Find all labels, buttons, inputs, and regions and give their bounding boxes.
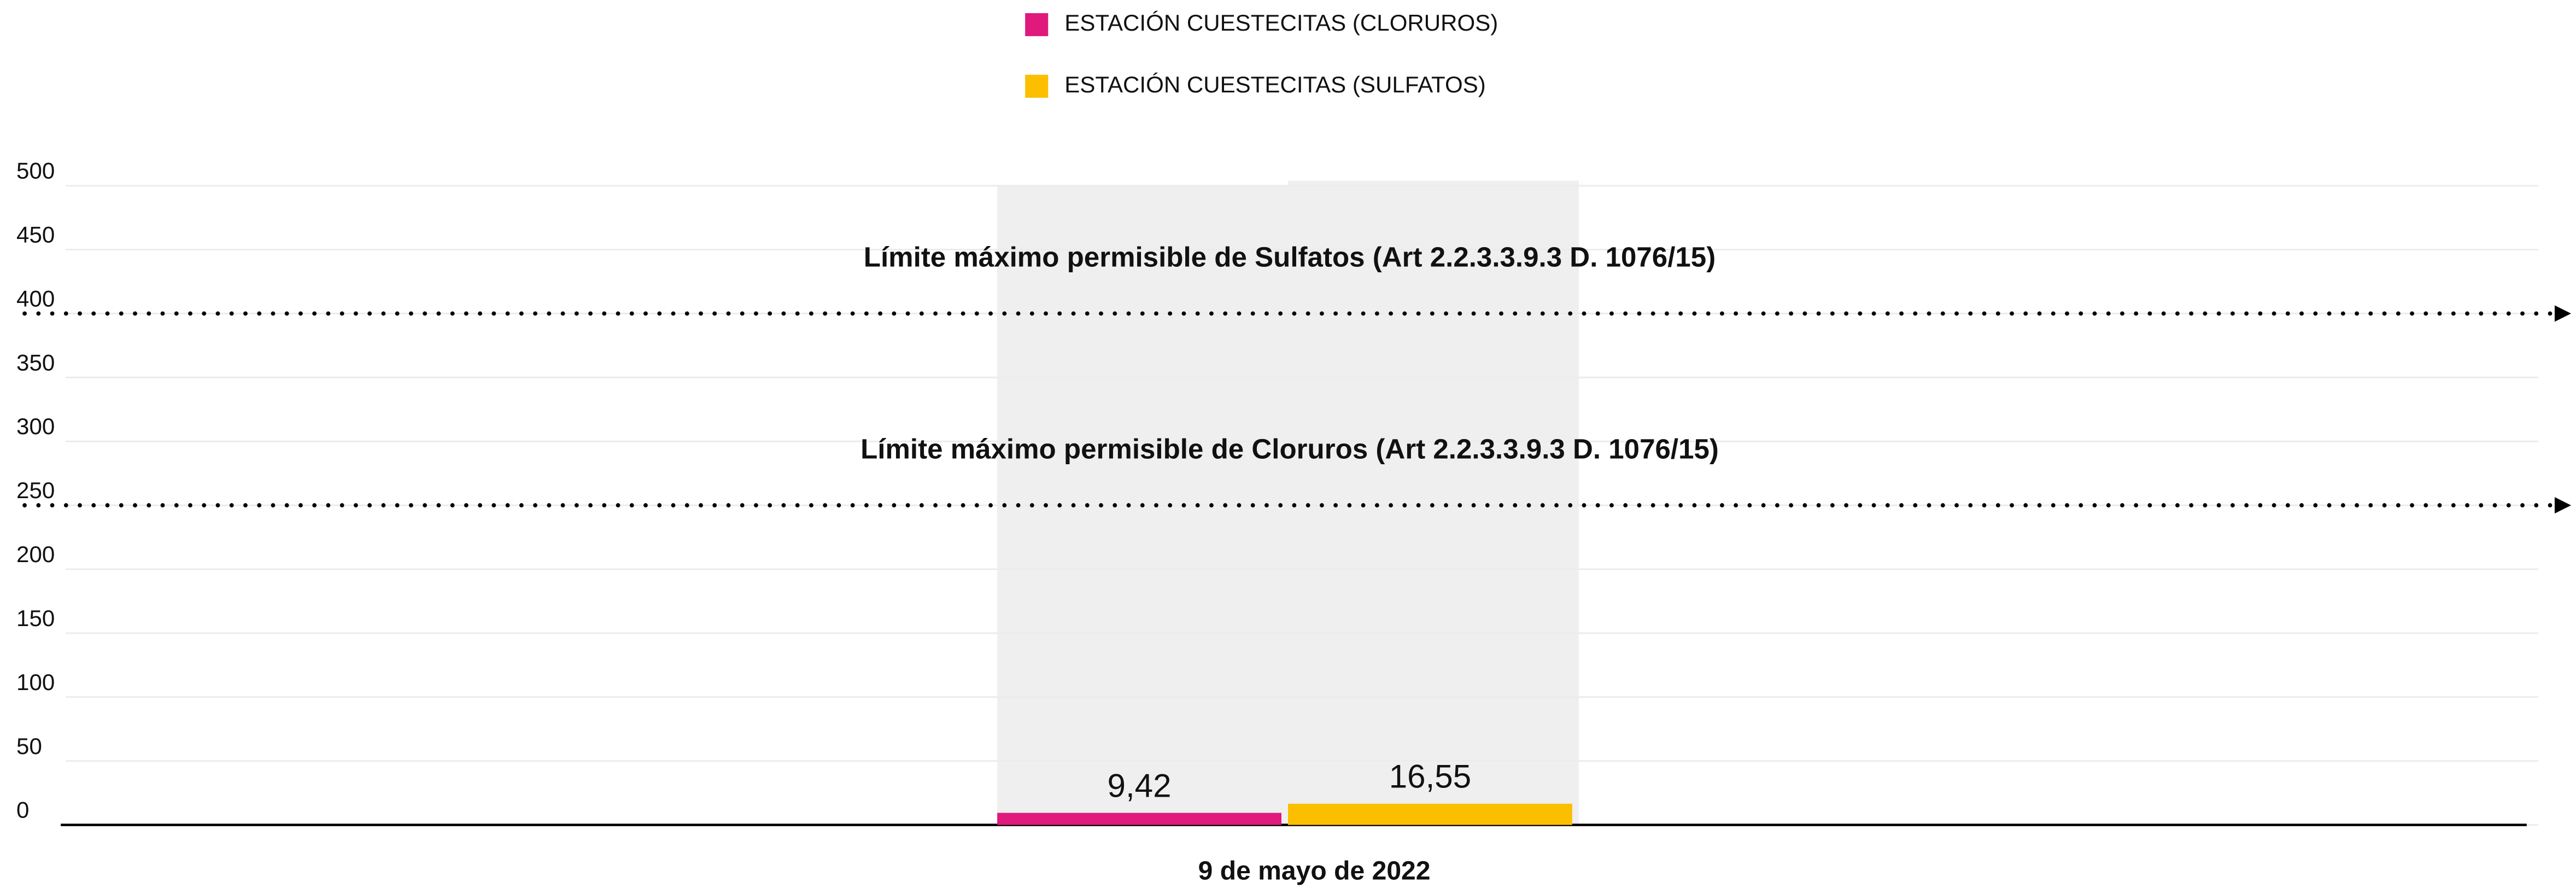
y-tick-label: 350 [16,349,55,375]
bar [997,813,1281,825]
y-tick-label: 500 [16,158,55,184]
y-tick-label: 250 [16,477,55,503]
bar [1288,803,1572,825]
legend-swatch [1025,13,1049,37]
y-tick-label: 200 [16,541,55,567]
x-tick-label: 9 de mayo de 2022 [1198,856,1431,885]
data-label: 9,42 [1108,767,1172,804]
y-tick-label: 50 [16,733,42,759]
y-tick-label: 450 [16,222,55,248]
reference-label: Límite máximo permisible de Cloruros (Ar… [860,433,1719,464]
y-tick-label: 100 [16,669,55,695]
y-tick-label: 400 [16,285,55,311]
legend-swatch [1025,74,1049,98]
y-tick-label: 0 [16,797,29,823]
y-tick-label: 300 [16,413,55,439]
reference-label: Límite máximo permisible de Sulfatos (Ar… [864,242,1716,273]
y-tick-label: 150 [16,605,55,631]
hover-band [1288,180,1579,825]
legend-label: ESTACIÓN CUESTECITAS (CLORUROS) [1064,10,1498,36]
data-label: 16,55 [1389,758,1471,795]
legend-label: ESTACIÓN CUESTECITAS (SULFATOS) [1064,72,1485,97]
